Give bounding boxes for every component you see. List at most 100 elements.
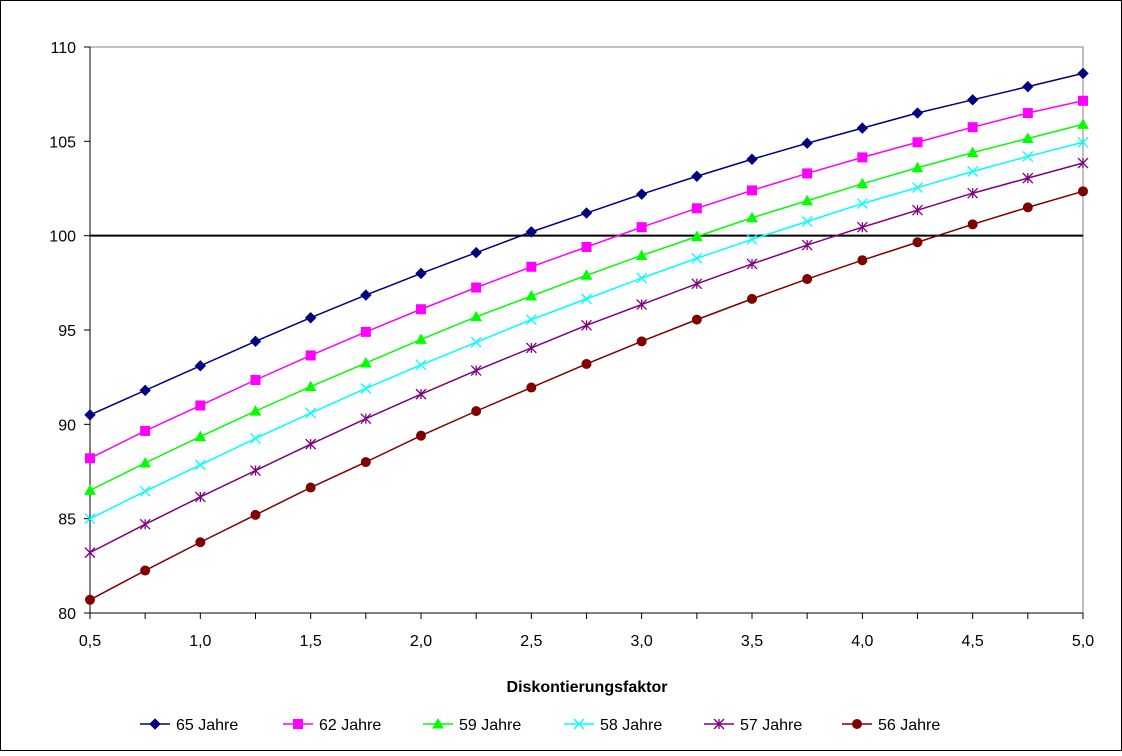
data-point bbox=[1077, 67, 1089, 80]
data-point bbox=[1022, 202, 1033, 213]
marker-stroke bbox=[470, 336, 482, 348]
data-point bbox=[801, 194, 814, 206]
data-point bbox=[801, 239, 813, 251]
data-point bbox=[966, 146, 979, 158]
data-point bbox=[801, 137, 813, 149]
data-point bbox=[746, 211, 758, 223]
marker-stroke bbox=[305, 407, 317, 419]
data-point bbox=[581, 358, 592, 369]
data-point bbox=[471, 406, 482, 417]
data-point bbox=[360, 289, 372, 301]
legend-item: 59 Jahre bbox=[423, 717, 521, 734]
data-point bbox=[360, 413, 372, 425]
data-point bbox=[526, 382, 537, 393]
series-65-jahre bbox=[84, 67, 1089, 421]
y-tick-label: 90 bbox=[58, 417, 76, 434]
data-point bbox=[416, 430, 426, 441]
data-point bbox=[304, 312, 317, 324]
legend-label: 59 Jahre bbox=[459, 717, 521, 734]
data-point bbox=[912, 237, 923, 248]
data-point bbox=[801, 216, 813, 227]
data-point bbox=[1021, 132, 1034, 144]
x-tick-label: 5,0 bbox=[1072, 633, 1094, 650]
series-57-jahre bbox=[84, 157, 1089, 559]
series-59-jahre bbox=[84, 118, 1089, 495]
marker-stroke bbox=[967, 166, 979, 177]
marker-stroke bbox=[691, 252, 703, 264]
data-point bbox=[305, 438, 317, 450]
data-point bbox=[747, 293, 757, 304]
data-point bbox=[636, 272, 648, 284]
series-58-jahre bbox=[84, 136, 1089, 525]
legend-item: 65 Jahre bbox=[140, 717, 238, 734]
data-point bbox=[1022, 108, 1033, 119]
legend-marker bbox=[149, 718, 161, 730]
data-point bbox=[85, 453, 95, 464]
data-point bbox=[966, 94, 979, 106]
x-tick-label: 1,5 bbox=[300, 633, 322, 650]
data-point bbox=[911, 107, 924, 119]
data-point bbox=[912, 182, 923, 194]
data-point bbox=[415, 267, 427, 280]
data-point bbox=[635, 249, 648, 260]
marker-stroke bbox=[415, 359, 427, 371]
data-point bbox=[360, 383, 372, 394]
data-point bbox=[912, 137, 923, 148]
x-tick-label: 2,0 bbox=[410, 633, 432, 650]
data-point bbox=[84, 513, 96, 525]
data-point bbox=[305, 407, 317, 419]
data-point bbox=[195, 537, 206, 548]
data-point bbox=[139, 456, 152, 468]
marker-stroke bbox=[573, 718, 585, 730]
data-point bbox=[581, 241, 592, 252]
y-tick-label: 95 bbox=[58, 323, 76, 340]
legend-label: 65 Jahre bbox=[176, 717, 238, 734]
data-point bbox=[194, 459, 206, 471]
marker-stroke bbox=[139, 485, 151, 497]
marker-stroke bbox=[581, 293, 592, 305]
data-point bbox=[525, 226, 538, 238]
legend-label: 58 Jahre bbox=[600, 717, 662, 734]
data-point bbox=[802, 274, 813, 285]
marker-stroke bbox=[1077, 136, 1089, 148]
data-point bbox=[691, 314, 702, 325]
legend-label: 62 Jahre bbox=[319, 717, 381, 734]
data-point bbox=[525, 290, 538, 301]
marker-stroke bbox=[636, 272, 648, 284]
legend-marker bbox=[293, 719, 303, 729]
data-point bbox=[249, 405, 262, 416]
data-point bbox=[802, 168, 813, 179]
y-tick-label: 105 bbox=[49, 134, 76, 151]
data-point bbox=[250, 374, 261, 385]
data-point bbox=[635, 188, 648, 200]
data-point bbox=[359, 356, 372, 368]
data-point bbox=[470, 310, 483, 322]
legend-item: 56 Jahre bbox=[842, 717, 940, 734]
data-point bbox=[139, 518, 151, 530]
data-point bbox=[580, 207, 593, 219]
legend: 65 Jahre 62 Jahre 59 Jahre 58 Jahre 57 Jahre… bbox=[140, 717, 940, 734]
y-tick-label: 80 bbox=[58, 606, 76, 623]
data-point bbox=[470, 365, 482, 377]
data-point bbox=[1078, 95, 1088, 106]
legend-marker bbox=[573, 718, 585, 730]
data-point bbox=[746, 153, 758, 165]
data-point bbox=[856, 122, 869, 134]
data-point bbox=[249, 335, 262, 348]
data-point bbox=[415, 388, 427, 400]
data-point bbox=[856, 177, 869, 189]
data-point bbox=[581, 319, 592, 331]
data-point bbox=[525, 342, 537, 354]
data-point bbox=[140, 565, 151, 576]
series-layer bbox=[84, 67, 1089, 605]
legend-marker bbox=[713, 718, 725, 730]
series-62-jahre bbox=[85, 95, 1088, 464]
data-point bbox=[1077, 157, 1089, 169]
legend-item: 62 Jahre bbox=[283, 717, 381, 734]
data-point bbox=[85, 594, 95, 605]
data-point bbox=[84, 547, 96, 559]
data-point bbox=[526, 261, 537, 272]
data-point bbox=[84, 409, 96, 421]
